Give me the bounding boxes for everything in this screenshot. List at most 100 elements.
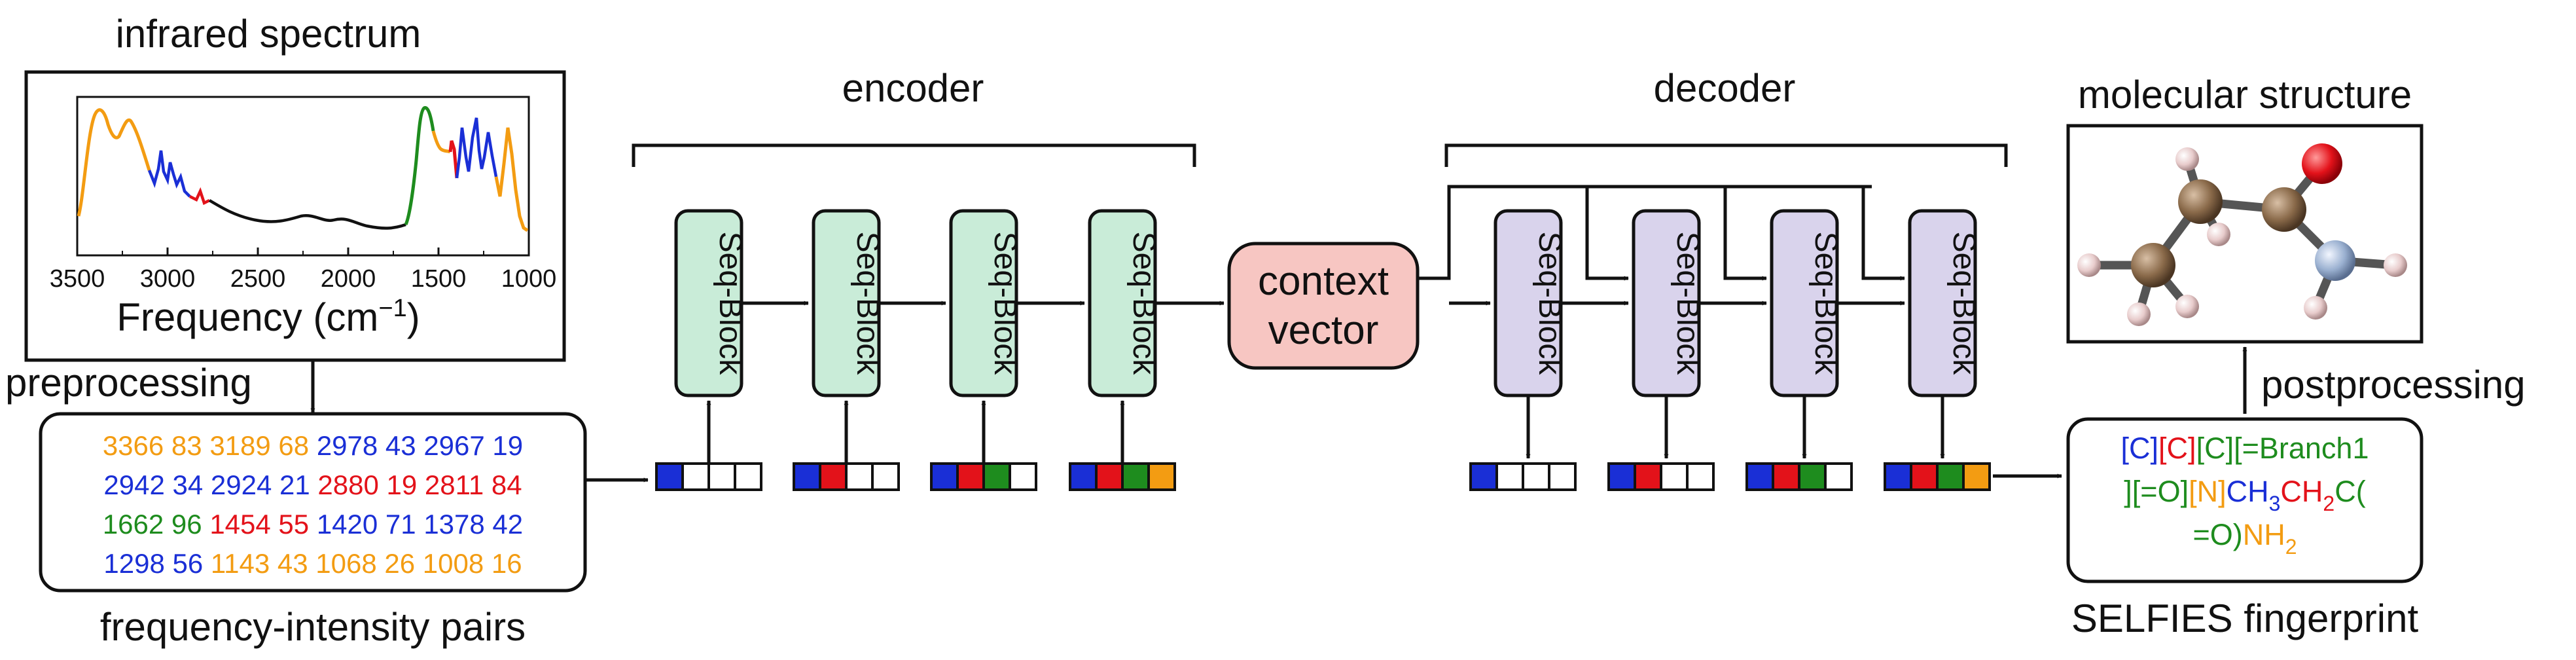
selfies-token: [C] (2121, 431, 2159, 465)
hydrogen-atom (2175, 147, 2199, 171)
token-empty (1548, 462, 1577, 491)
spectrum-segment-orange-2 (431, 130, 452, 154)
pair-value: 3366 83 (103, 430, 202, 461)
token-filled (1069, 462, 1098, 491)
pairs-box (39, 412, 587, 593)
selfies-token: [=Branch1 (2234, 431, 2369, 465)
preprocessing-label: preprocessing (5, 361, 252, 405)
context-vector-box (1227, 242, 1420, 370)
pairs-caption: frequency-intensity pairs (100, 605, 526, 649)
token-empty (681, 462, 710, 491)
context-skip-arrow (1585, 187, 1629, 281)
pair-value: 1008 16 (415, 548, 522, 579)
pair-value: 1068 26 (308, 548, 416, 579)
token-filled (956, 462, 985, 491)
context-vector-line1: context (1258, 259, 1389, 304)
pairs-row: 3366 83 3189 68 2978 43 2967 19 (103, 430, 523, 461)
decoder-bracket (1444, 143, 2008, 167)
carbon-atom (2262, 187, 2306, 232)
token-filled (1884, 462, 1912, 491)
oxygen-atom (2302, 143, 2342, 184)
context-vector-line2: vector (1268, 308, 1379, 353)
pair-value: 1378 42 (416, 509, 524, 540)
pairs-row: 2942 34 2924 21 2880 19 2811 84 (103, 469, 522, 500)
selfies-text: [C][C][C][=Branch1][=O][N]CH3CH2C(=O)NH2 (2121, 431, 2369, 559)
token-filled (1607, 462, 1636, 491)
pair-value: 1420 71 (309, 509, 416, 540)
token-empty (707, 462, 736, 491)
carbon-atom (2178, 179, 2223, 224)
hydrogen-atom (2127, 302, 2151, 326)
selfies-token: CH (2227, 475, 2269, 508)
token-empty (1522, 462, 1550, 491)
selfies-line: ][=O][N]CH3CH2C( (2124, 475, 2365, 515)
spectrum-segment-blue-1 (147, 150, 191, 198)
token-filled (930, 462, 959, 491)
token-filled (793, 462, 821, 491)
selfies-token: 3 (2269, 492, 2281, 515)
token-filled (655, 462, 684, 491)
selfies-token: ][=O] (2124, 475, 2189, 508)
spectrum-segment-orange-3 (494, 127, 529, 232)
token-filled (1121, 462, 1150, 491)
encoder-blocks: Seq-Block Seq-Block Seq-Block Seq-Block (655, 209, 1225, 491)
selfies-line: =O)NH2 (2192, 518, 2297, 559)
pairs-row: 1662 96 1454 55 1420 71 1378 42 (103, 509, 523, 540)
token-filled (1910, 462, 1939, 491)
selfies-token: C( (2334, 475, 2365, 508)
pair-value: 1454 55 (202, 509, 310, 540)
encoder-bracket (632, 143, 1196, 167)
token-empty (845, 462, 874, 491)
nitrogen-atom (2315, 240, 2355, 281)
selfies-box (2066, 417, 2424, 583)
x-tick-label: 2500 (230, 265, 286, 293)
context-skip-arrow (1723, 187, 1767, 281)
token-empty (1686, 462, 1715, 491)
x-tick-label: 3500 (50, 265, 105, 293)
token-filled (1962, 462, 1991, 491)
selfies-token: CH (2280, 475, 2323, 508)
hydrogen-atom (2175, 295, 2199, 318)
token-empty (1660, 462, 1689, 491)
molecule-title: molecular structure (2078, 73, 2412, 117)
token-filled (1147, 462, 1176, 491)
hydrogen-atom (2304, 296, 2327, 320)
pair-value: 1662 96 (103, 509, 202, 540)
selfies-token: [C] (2158, 431, 2196, 465)
hydrogen-atom (2207, 223, 2230, 246)
decoder-title: decoder (1654, 66, 1796, 110)
selfies-token: [C] (2196, 431, 2234, 465)
token-filled (1772, 462, 1800, 491)
token-filled (1634, 462, 1662, 491)
selfies-line: [C][C][C][=Branch1 (2121, 431, 2369, 465)
pair-value: 2942 34 (103, 469, 203, 500)
token-filled (1798, 462, 1827, 491)
x-tick-label: 2000 (321, 265, 376, 293)
token-filled (1469, 462, 1498, 491)
pair-value: 2978 43 (309, 430, 416, 461)
token-empty (1495, 462, 1524, 491)
token-empty (734, 462, 762, 491)
token-filled (1936, 462, 1965, 491)
spectrum-segment-blue-2 (455, 117, 498, 179)
context-skip-arrow (1861, 187, 1905, 281)
token-empty (871, 462, 900, 491)
token-empty (1824, 462, 1853, 491)
token-empty (1009, 462, 1037, 491)
seq-block-label: Seq-Block (1946, 232, 1981, 376)
molecule-structure (2077, 143, 2407, 326)
spectrum-segment-green (404, 106, 435, 226)
encoder-title: encoder (842, 66, 984, 110)
pairs-row: 1298 56 1143 43 1068 26 1008 16 (103, 548, 522, 579)
spectrum-panel (24, 70, 566, 362)
spectrum-title: infrared spectrum (116, 12, 421, 56)
pair-value: 2880 19 (310, 469, 418, 500)
hydrogen-atom (2384, 253, 2407, 277)
selfies-token: 2 (2323, 492, 2334, 515)
spectrum-xlabel: Frequency (cm−1) (116, 295, 420, 339)
molecule-panel (2066, 124, 2424, 344)
selfies-token: =O) (2192, 518, 2242, 551)
postprocessing-label: postprocessing (2261, 363, 2526, 407)
spectrum-segment-black (208, 199, 406, 230)
